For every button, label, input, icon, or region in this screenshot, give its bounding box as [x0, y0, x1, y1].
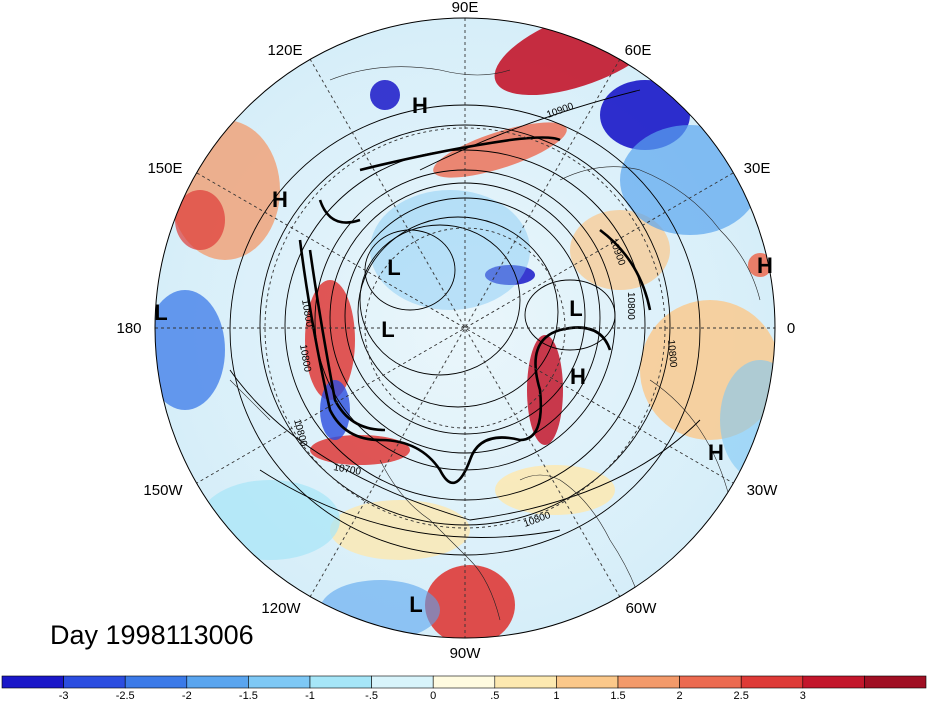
colorbar-segment: [494, 675, 557, 689]
low-center-marker: L: [387, 255, 400, 280]
low-center-marker: L: [569, 296, 582, 321]
colorbar-segment: [309, 675, 372, 689]
colorbar-tick-label: -1.5: [239, 690, 258, 702]
lon-label-90w: 90W: [450, 645, 482, 662]
colorbar-tick-label: 0: [430, 690, 436, 702]
low-center-marker: L: [381, 317, 394, 342]
lon-label-150e: 150E: [147, 160, 182, 177]
colorbar-segment: [617, 675, 680, 689]
date-title: Day 1998113006: [50, 620, 254, 650]
colorbar: -3 -2.5 -2 -1.5 -1 -.5 0 .5 1 1.5 2 2.5 3: [1, 675, 927, 702]
colorbar-segment: [740, 675, 804, 689]
low-center-marker: L: [409, 592, 422, 617]
pressure-centers: H H H H H L L L L L: [154, 93, 773, 617]
high-center-marker: H: [272, 187, 288, 212]
colorbar-tick-label: -3: [59, 690, 69, 702]
lon-label-30e: 30E: [744, 160, 771, 177]
contour-label: 10800: [299, 299, 315, 329]
colorbar-segment: [371, 675, 434, 689]
coastlines: [229, 66, 761, 621]
colorbar-segment: [248, 675, 311, 689]
map-boundary: [154, 17, 776, 639]
high-center-marker: H: [708, 440, 724, 465]
contour-label: 10800: [297, 344, 313, 374]
colorbar-segment: [556, 675, 619, 689]
lon-label-120w: 120W: [261, 600, 301, 617]
longitude-labels: 90E 120E 60E 150E 30E 180 0 150W 30W 120…: [116, 0, 795, 662]
colorbar-segment: [679, 675, 742, 689]
lon-label-120e: 120E: [267, 42, 302, 59]
jet-contours: [298, 136, 652, 484]
colorbar-segment: [1, 675, 64, 689]
colorbar-segment: [186, 675, 249, 689]
colorbar-tick-label: 1.5: [610, 690, 625, 702]
graticule: [155, 18, 775, 638]
lon-label-30w: 30W: [747, 482, 779, 499]
colorbar-tick-label: .5: [490, 690, 499, 702]
colorbar-tick-label: 1: [553, 690, 559, 702]
colorbar-segment: [63, 675, 126, 689]
lon-label-60w: 60W: [626, 600, 658, 617]
contour-label: 10800: [625, 292, 636, 320]
contour-label: 10700: [332, 462, 362, 478]
high-center-marker: H: [412, 93, 428, 118]
colorbar-segment: [432, 675, 496, 689]
colorbar-tick-label: 3: [800, 690, 806, 702]
high-center-marker: H: [757, 253, 773, 278]
high-center-marker: H: [570, 364, 586, 389]
lon-label-150w: 150W: [143, 482, 183, 499]
colorbar-tick-label: -1: [305, 690, 315, 702]
lon-label-60e: 60E: [625, 42, 652, 59]
colorbar-segment: [124, 675, 188, 689]
lon-label-90e: 90E: [452, 0, 479, 16]
colorbar-tick-label: -2.5: [116, 690, 135, 702]
anomaly-field: [155, 18, 775, 638]
contour-label: 10800: [665, 339, 678, 368]
colorbar-segment: [864, 675, 927, 689]
lon-label-180: 180: [116, 320, 141, 337]
colorbar-tick-label: 2: [677, 690, 683, 702]
colorbar-segment: [802, 675, 865, 689]
lon-label-0: 0: [787, 320, 795, 337]
colorbar-tick-label: -.5: [365, 690, 378, 702]
colorbar-tick-label: 2.5: [734, 690, 749, 702]
low-center-marker: L: [154, 300, 167, 325]
colorbar-tick-label: -2: [182, 690, 192, 702]
